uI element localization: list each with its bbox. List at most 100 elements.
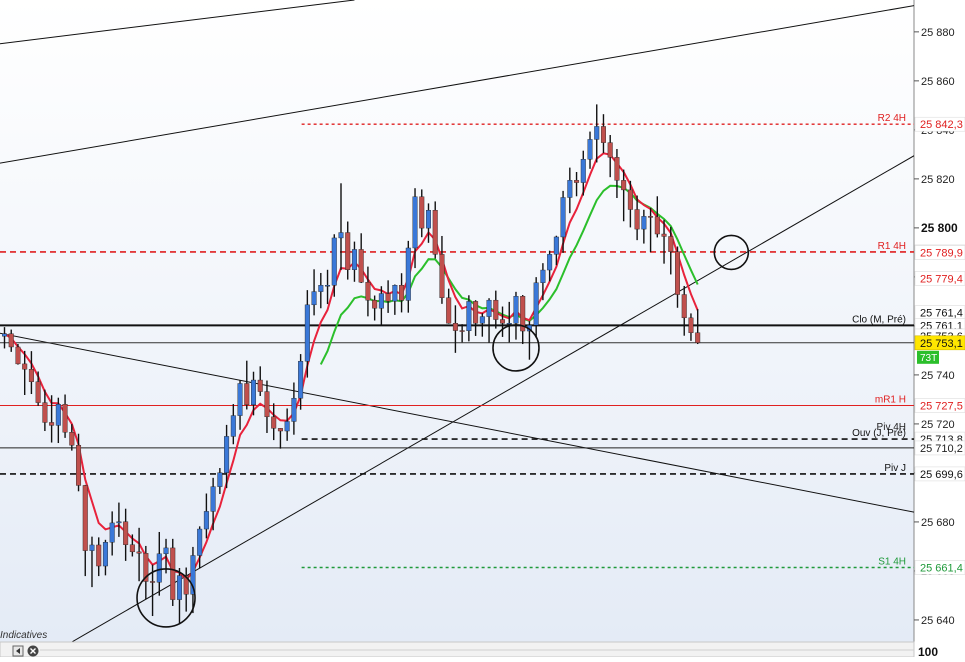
candle-84[interactable] (560, 190, 566, 253)
candle-89[interactable] (594, 104, 600, 163)
candle-40[interactable] (264, 380, 270, 433)
candle-102[interactable] (681, 285, 687, 336)
candle-72[interactable] (479, 313, 485, 337)
candle-2[interactable] (8, 329, 14, 352)
candle-88[interactable] (587, 131, 593, 169)
candle-42[interactable] (277, 428, 283, 449)
candle-4[interactable] (22, 350, 28, 396)
candle-51[interactable] (338, 183, 344, 271)
candle-19[interactable] (123, 508, 129, 561)
candle-49[interactable] (325, 269, 331, 305)
candle-35[interactable] (230, 404, 236, 445)
candle-16[interactable] (102, 539, 108, 576)
candle-54[interactable] (358, 233, 364, 284)
candle-38[interactable] (251, 371, 257, 416)
candle-81[interactable] (540, 263, 546, 301)
trendline-3[interactable] (71, 98, 965, 642)
candle-92[interactable] (614, 148, 620, 198)
candle-6[interactable] (35, 371, 41, 406)
close-panel-icon[interactable] (27, 645, 39, 657)
candle-33[interactable] (217, 468, 223, 494)
candle-15[interactable] (96, 537, 102, 577)
candle-85[interactable] (567, 167, 573, 214)
candle-25[interactable] (163, 538, 169, 574)
candle-47[interactable] (311, 269, 317, 316)
candle-94[interactable] (627, 180, 633, 228)
candle-45[interactable] (298, 354, 304, 410)
candle-18[interactable] (116, 502, 122, 537)
candle-48[interactable] (318, 272, 324, 309)
candle-24[interactable] (156, 531, 162, 596)
candle-96[interactable] (641, 209, 647, 244)
candle-8[interactable] (49, 395, 55, 443)
candle-76[interactable] (506, 301, 512, 343)
candle-26[interactable] (170, 538, 176, 606)
candle-61[interactable] (405, 240, 411, 313)
candle-12[interactable] (76, 433, 82, 492)
annotation-circle-3[interactable] (713, 234, 750, 271)
candle-30[interactable] (197, 526, 203, 569)
candle-28[interactable] (183, 567, 189, 612)
candle-69[interactable] (459, 324, 465, 343)
candle-29[interactable] (190, 546, 196, 614)
candle-93[interactable] (621, 169, 627, 222)
candle-39[interactable] (257, 366, 263, 396)
candle-5[interactable] (28, 351, 34, 395)
candle-46[interactable] (304, 290, 310, 378)
candle-50[interactable] (331, 234, 337, 297)
candle-91[interactable] (607, 135, 613, 178)
candle-14[interactable] (89, 536, 95, 588)
candle-68[interactable] (452, 305, 458, 353)
candle-41[interactable] (271, 403, 277, 441)
candle-97[interactable] (648, 208, 654, 253)
trendline-1[interactable] (0, 0, 355, 51)
candle-56[interactable] (372, 295, 378, 321)
candle-21[interactable] (136, 527, 142, 582)
candle-3[interactable] (15, 344, 21, 365)
candle-36[interactable] (237, 380, 243, 430)
candle-53[interactable] (351, 241, 357, 282)
candle-9[interactable] (55, 397, 61, 444)
candle-59[interactable] (392, 284, 398, 315)
candle-22[interactable] (143, 545, 149, 600)
candle-99[interactable] (661, 219, 667, 264)
candle-103[interactable] (688, 313, 694, 341)
candle-7[interactable] (42, 389, 48, 432)
candle-80[interactable] (533, 277, 539, 338)
candle-11[interactable] (69, 424, 75, 451)
trendline-2[interactable] (0, 0, 947, 174)
candle-95[interactable] (634, 195, 640, 241)
candle-27[interactable] (176, 567, 182, 625)
candle-20[interactable] (129, 534, 135, 557)
candle-104[interactable] (695, 309, 701, 345)
candle-31[interactable] (203, 493, 209, 539)
candle-83[interactable] (553, 235, 559, 266)
candle-52[interactable] (345, 221, 351, 280)
candle-90[interactable] (600, 114, 606, 154)
candle-66[interactable] (439, 235, 445, 304)
bottom-panel-left-arrow-icon[interactable] (12, 645, 24, 657)
candle-1[interactable] (2, 327, 7, 349)
candle-32[interactable] (210, 477, 216, 531)
annotation-circle-1[interactable] (136, 568, 196, 628)
candle-34[interactable] (224, 424, 230, 489)
candle-60[interactable] (399, 273, 405, 313)
candle-43[interactable] (284, 408, 290, 441)
candle-10[interactable] (62, 394, 68, 438)
candle-65[interactable] (432, 201, 438, 259)
candle-82[interactable] (547, 250, 553, 282)
candle-67[interactable] (446, 288, 452, 324)
candle-58[interactable] (385, 280, 391, 313)
candle-87[interactable] (580, 150, 586, 196)
candle-100[interactable] (668, 226, 674, 275)
candle-55[interactable] (365, 266, 371, 317)
candle-13[interactable] (82, 484, 88, 577)
candle-101[interactable] (675, 246, 681, 308)
candle-37[interactable] (244, 360, 250, 410)
candle-70[interactable] (466, 295, 472, 342)
candle-64[interactable] (425, 203, 431, 243)
candle-73[interactable] (486, 298, 492, 343)
candle-71[interactable] (473, 300, 479, 336)
